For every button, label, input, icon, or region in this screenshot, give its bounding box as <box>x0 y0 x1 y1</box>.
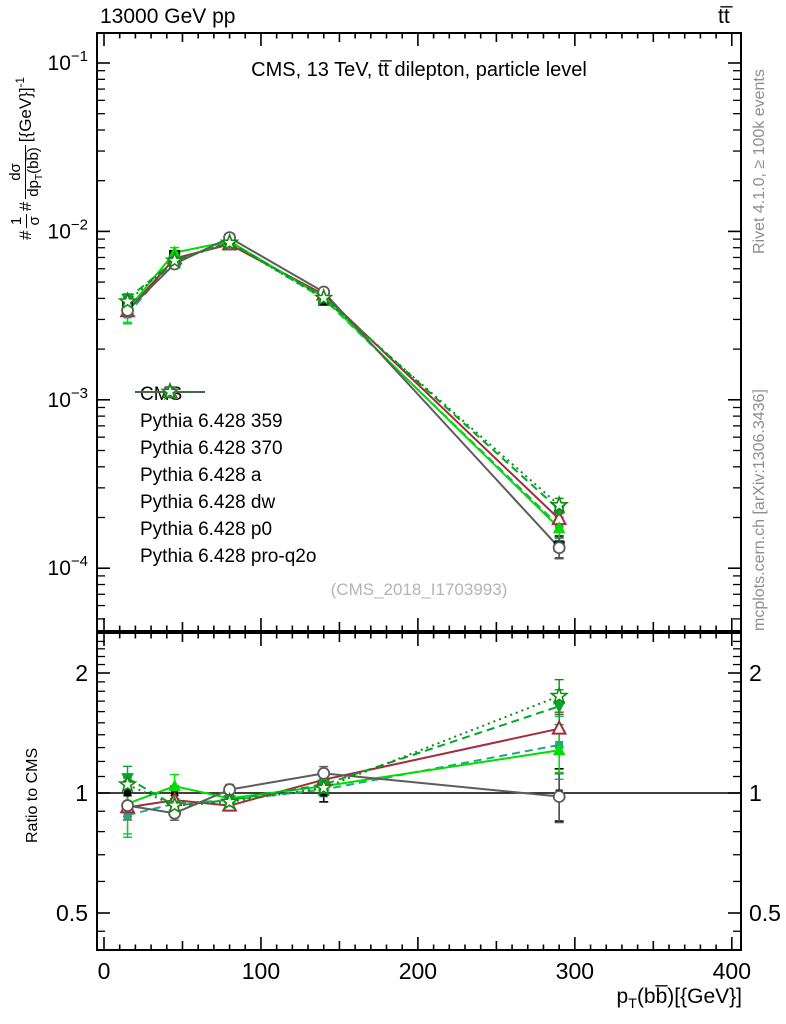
legend: CMS Pythia 6.428 359 Pythia 6.428 370 Pythi… <box>131 381 316 570</box>
series-ratio-line <box>127 727 560 809</box>
svg-text:2: 2 <box>75 660 88 686</box>
panel-title: CMS, 13 TeV, tt̅ dilepton, particle leve… <box>251 59 587 81</box>
svg-text:10−4: 10−4 <box>48 553 88 580</box>
main-panel-series <box>117 231 570 560</box>
svg-text:100: 100 <box>242 958 280 984</box>
x-axis-label: pT(bb̅)[{GeV}] <box>616 985 742 1013</box>
legend-item: Pythia 6.428 a <box>131 385 316 489</box>
ylabel-hash1: # <box>15 230 35 240</box>
ylabel-frac-dsigma-dpt: dσ dpT(bb̅) <box>7 145 45 199</box>
legend-label: Pythia 6.428 359 <box>140 410 283 432</box>
ylabel-exponent: -1 <box>15 77 28 88</box>
ylabel-hash2: # <box>15 201 35 212</box>
beam-energy-label: 13000 GeV pp <box>100 5 236 28</box>
svg-text:2: 2 <box>749 660 762 686</box>
legend-item: Pythia 6.428 dw <box>131 387 316 516</box>
ratio-panel-series <box>117 678 570 838</box>
process-label: tt̅ <box>718 5 730 28</box>
svg-text:1: 1 <box>749 780 762 806</box>
legend-sample <box>135 381 205 401</box>
analysis-watermark: (CMS_2018_I1703993) <box>330 580 508 599</box>
mcplots-credit-label: mcplots.cern.ch [arXiv:1306.3436] <box>751 389 768 631</box>
svg-text:0.5: 0.5 <box>56 900 88 926</box>
ylabel-unit: [{GeV}] <box>15 87 35 143</box>
svg-text:10−1: 10−1 <box>48 48 88 75</box>
rivet-version-label: Rivet 4.1.0, ≥ 100k events <box>751 69 768 254</box>
svg-text:0.5: 0.5 <box>749 900 781 926</box>
legend-item: Pythia 6.428 370 <box>131 382 316 462</box>
svg-text:400: 400 <box>713 958 751 984</box>
legend-label: Pythia 6.428 370 <box>140 437 283 459</box>
svg-text:1: 1 <box>75 780 88 806</box>
main-y-axis-label: #1 σ # dσ dpT(bb̅) [{GeV}]-1 <box>7 77 45 240</box>
legend-item: Pythia 6.428 p0 <box>131 385 316 543</box>
legend-label: Pythia 6.428 p0 <box>140 518 273 540</box>
legend-item: Pythia 6.428 359 <box>131 388 316 435</box>
svg-text:0: 0 <box>98 958 111 984</box>
svg-text:10−3: 10−3 <box>48 385 88 412</box>
ratio-y-axis-label: Ratio to CMS <box>24 747 41 843</box>
svg-text:200: 200 <box>399 958 437 984</box>
axes: 0 100 200 300 400 10−1 10−2 10−3 10−4 0.5 0.5 1 1 2 2 <box>48 32 781 984</box>
svg-text:10−2: 10−2 <box>48 216 88 243</box>
legend-label: Pythia 6.428 pro-q2o <box>140 545 317 567</box>
svg-text:300: 300 <box>556 958 594 984</box>
legend-item: Pythia 6.428 pro-q2o <box>131 381 317 570</box>
legend-label: Pythia 6.428 a <box>140 464 262 486</box>
legend-label: Pythia 6.428 dw <box>140 491 276 513</box>
series-ratio-line <box>127 749 560 805</box>
